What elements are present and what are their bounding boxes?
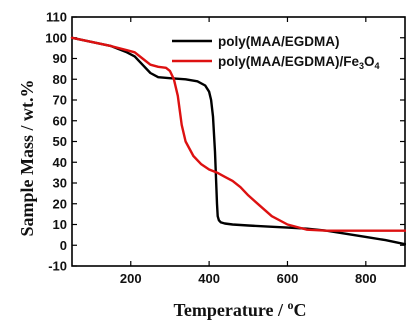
x-axis-label: Temperature / oC — [174, 298, 307, 320]
y-tick-label: 60 — [53, 113, 67, 128]
y-tick-label: 30 — [53, 176, 67, 191]
legend: poly(MAA/EGDMA) poly(MAA/EGDMA)/Fe3O4 — [172, 34, 380, 71]
x-tick-label: 400 — [198, 271, 220, 286]
y-tick-label: 90 — [53, 51, 67, 66]
series-lines — [70, 36, 406, 246]
y-tick-label: 70 — [53, 93, 67, 108]
x-tick-label: 800 — [355, 271, 377, 286]
y-tick-label: 40 — [53, 155, 67, 170]
y-tick-label: 10 — [53, 217, 67, 232]
x-axis-ticks: 200 400 600 800 — [120, 17, 377, 286]
y-tick-label: 110 — [46, 10, 67, 25]
y-axis-label: Sample Mass / wt.% — [17, 80, 37, 237]
y-tick-label: 0 — [60, 238, 67, 253]
x-tick-label: 200 — [120, 271, 142, 286]
y-tick-label: 20 — [53, 196, 67, 211]
legend-label-1: poly(MAA/EGDMA) — [218, 34, 340, 49]
legend-label-2: poly(MAA/EGDMA)/Fe3O4 — [218, 54, 380, 71]
x-tick-label: 600 — [277, 271, 299, 286]
y-tick-label: -10 — [48, 259, 67, 274]
y-tick-label: 100 — [45, 30, 67, 45]
series-line-2 — [70, 36, 406, 232]
y-tick-label: 50 — [53, 134, 67, 149]
y-tick-label: 80 — [53, 72, 67, 87]
y-axis-ticks: -10 0 10 20 30 40 50 60 70 80 90 100 110 — [45, 10, 405, 274]
